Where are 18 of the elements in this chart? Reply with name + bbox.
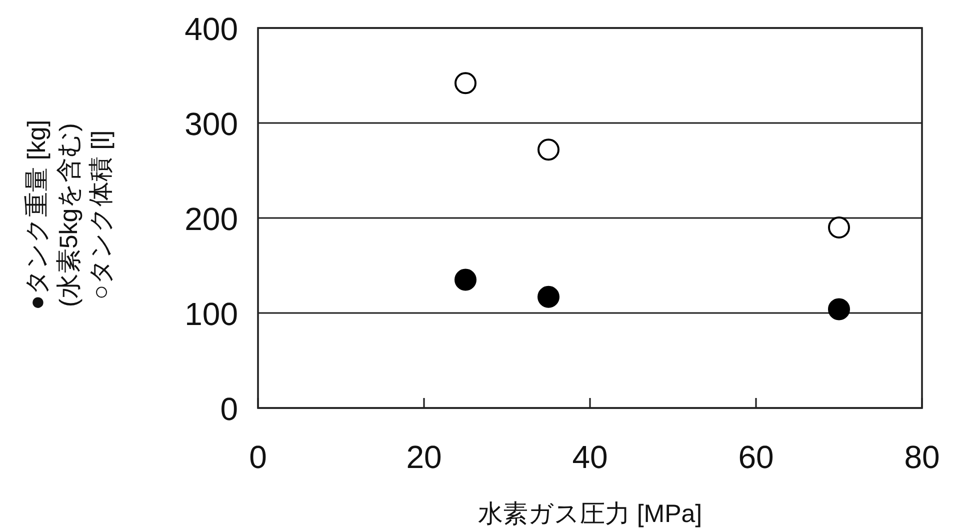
point: [454, 268, 476, 291]
y-tick-label: 0: [220, 391, 238, 427]
y-axis-title: ●タンク重量 [kg] (水素5kgを含む) ○タンク体積 [l]: [23, 120, 115, 310]
x-tick-label: 40: [572, 439, 608, 475]
y-tick-label: 200: [184, 201, 238, 237]
point: [828, 216, 850, 238]
x-tick-label: 60: [738, 439, 774, 475]
y-tick-label: 400: [184, 11, 238, 47]
point: [538, 286, 560, 308]
point: [828, 298, 850, 320]
point: [538, 138, 560, 161]
x-tick-label: 80: [904, 439, 940, 475]
x-tick-label: 20: [406, 439, 442, 475]
x-axis-title: 水素ガス圧力 [MPa]: [478, 500, 702, 528]
y-tick-label: 300: [184, 106, 238, 142]
x-tick-label: 0: [249, 439, 267, 475]
point: [454, 72, 476, 94]
y-tick-label: 100: [184, 296, 238, 332]
